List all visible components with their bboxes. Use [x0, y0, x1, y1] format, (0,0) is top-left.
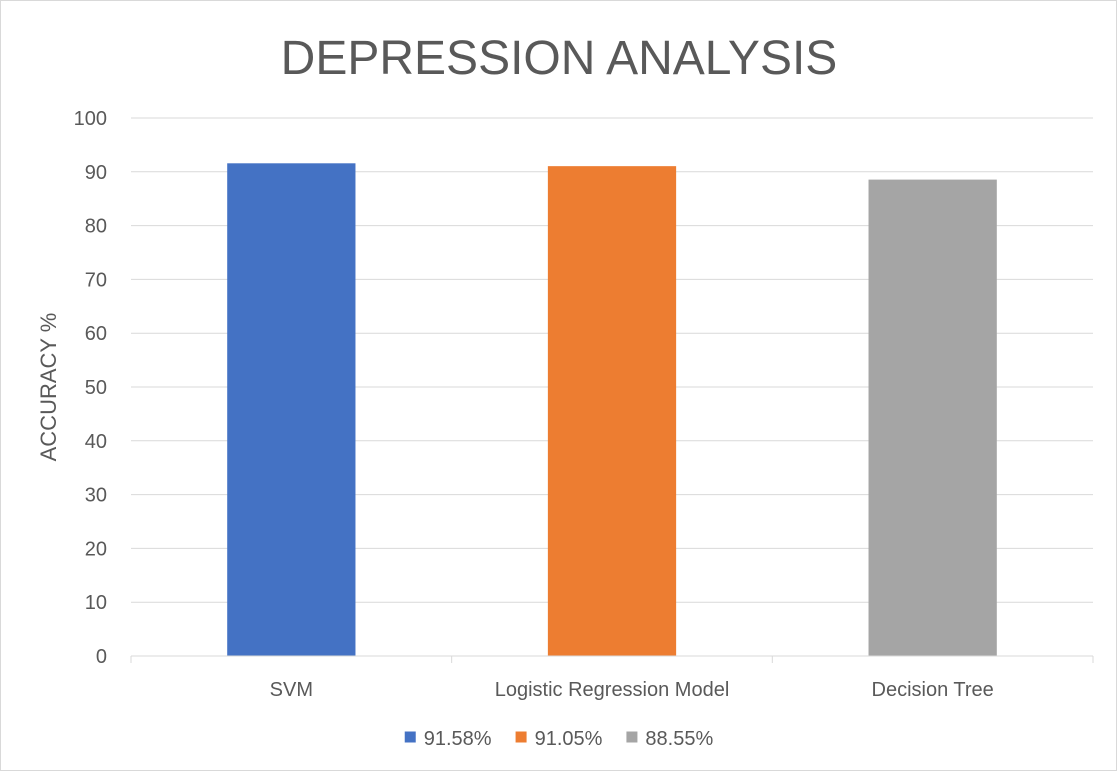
y-tick-label: 100 [74, 108, 107, 130]
legend-label: 91.58% [424, 728, 492, 750]
x-category-label: Decision Tree [872, 679, 994, 701]
x-axis [130, 655, 1094, 663]
y-tick-label: 90 [85, 162, 107, 184]
y-tick-label: 0 [96, 646, 107, 668]
y-tick-label: 70 [85, 269, 107, 291]
y-tick-label: 60 [85, 323, 107, 345]
x-category-label: Logistic Regression Model [495, 679, 730, 701]
legend-label: 91.05% [535, 728, 603, 750]
y-tick-label: 50 [85, 377, 107, 399]
legend-swatch [404, 731, 416, 743]
y-axis-ticks: 0 10 20 30 40 50 60 70 80 90 100 [74, 108, 107, 668]
x-category-label: SVM [270, 679, 313, 701]
legend-swatch [626, 731, 638, 743]
y-tick-label: 10 [85, 592, 107, 614]
y-tick-label: 40 [85, 431, 107, 453]
legend-swatch [515, 731, 527, 743]
x-axis-categories: SVM Logistic Regression Model Decision Tre… [270, 679, 994, 701]
bar-logistic-regression-model [547, 166, 677, 656]
bars [227, 163, 997, 656]
y-tick-label: 30 [85, 485, 107, 507]
legend-label: 88.55% [645, 728, 713, 750]
y-tick-label: 80 [85, 216, 107, 238]
y-axis-label: ACCURACY % [36, 313, 61, 462]
chart-title: DEPRESSION ANALYSIS [281, 32, 838, 85]
legend: 91.58% 91.05% 88.55% [404, 728, 713, 750]
bar-svm [227, 163, 356, 656]
bar-decision-tree [868, 179, 997, 656]
y-tick-label: 20 [85, 538, 107, 560]
